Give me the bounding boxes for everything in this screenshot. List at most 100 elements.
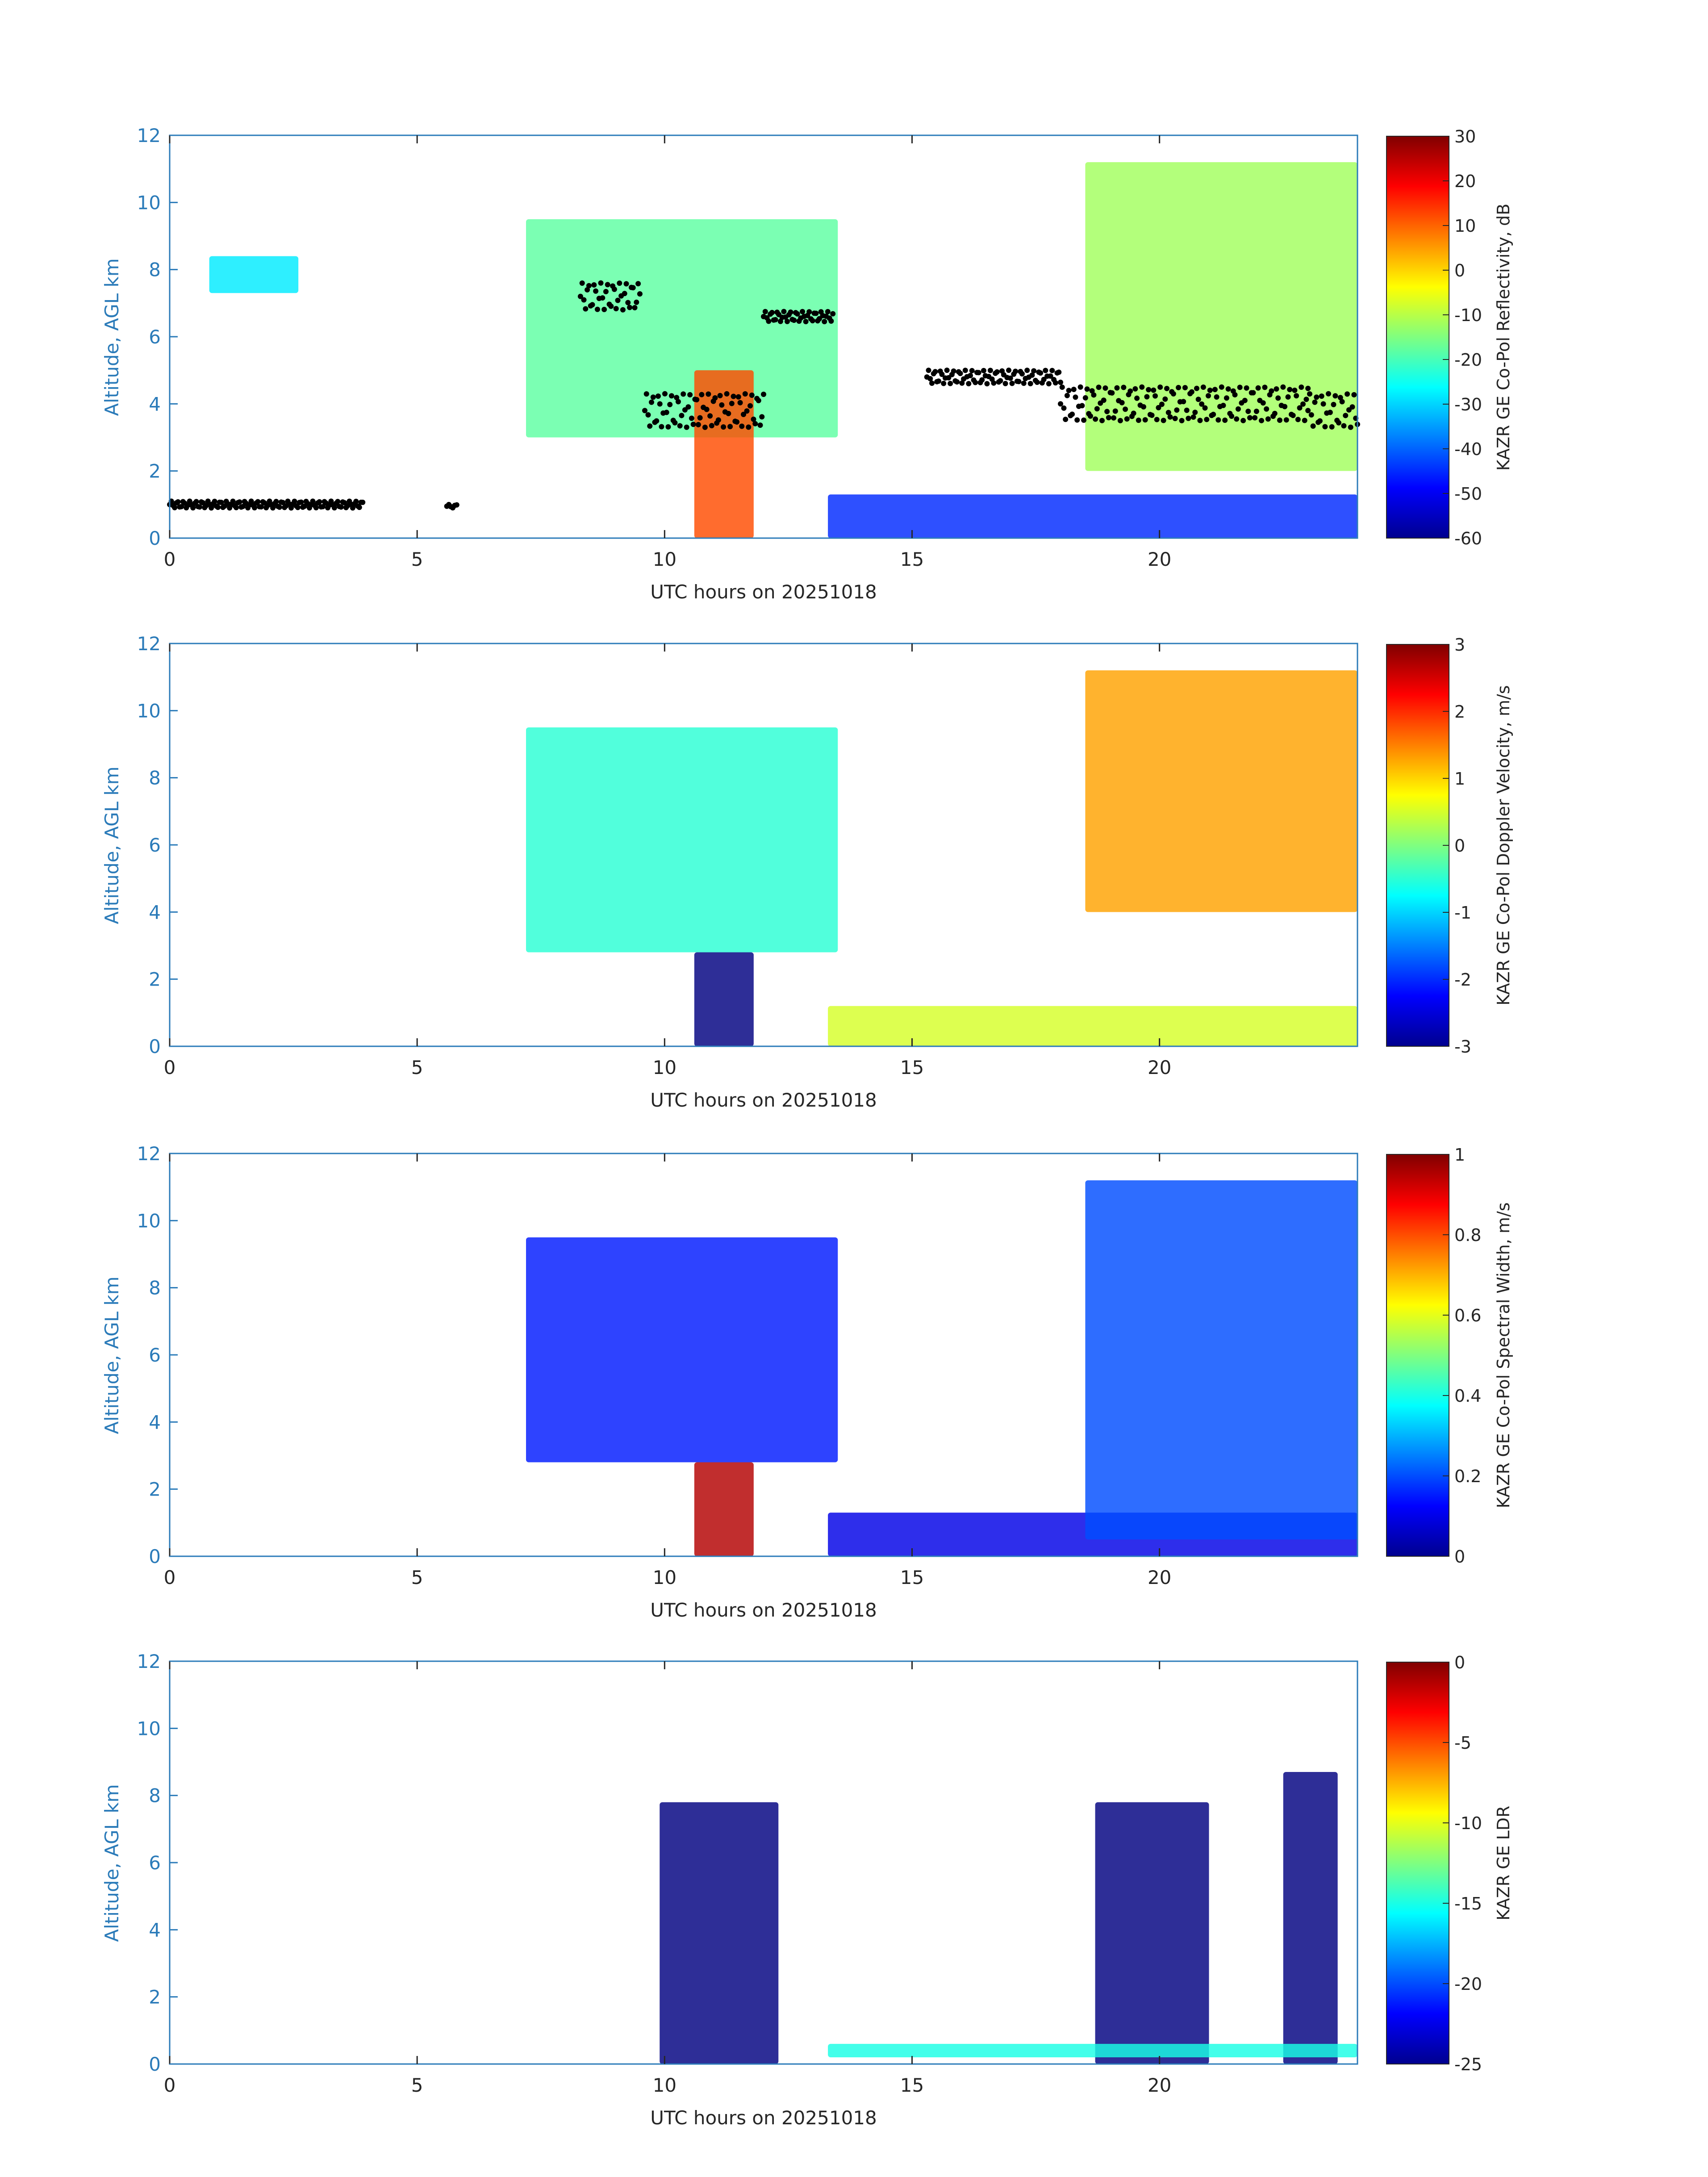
cloud-base-point xyxy=(645,412,651,418)
cloud-base-point xyxy=(1197,418,1203,423)
ldr-field xyxy=(660,1772,1357,2064)
y-tick-label: 10 xyxy=(137,700,161,722)
y-axis-label: Altitude, AGL km xyxy=(101,258,123,416)
cloud-base-point xyxy=(338,504,344,510)
cloud-base-point xyxy=(681,391,686,397)
cloud-base-point xyxy=(948,380,953,386)
cloud-base-point xyxy=(1272,410,1278,416)
x-ticks: 0 5 10 15 20 xyxy=(164,135,1171,570)
cloud-base-point xyxy=(1250,390,1256,396)
y-tick-label: 0 xyxy=(149,1546,161,1567)
cloud-base-point xyxy=(748,403,753,409)
cloud-base-point xyxy=(662,391,668,397)
cloud-base-point xyxy=(1106,415,1111,421)
cloud-base-point xyxy=(1128,388,1133,394)
colorbar-tick-label: -60 xyxy=(1454,529,1482,548)
cloud-base-point xyxy=(1006,368,1012,373)
y-tick-label: 2 xyxy=(149,460,161,482)
cloud-base-point xyxy=(1245,409,1251,414)
colorbar-tick-label: -15 xyxy=(1454,1894,1482,1914)
echo-region xyxy=(660,1802,779,2064)
x-ticks: 0 5 10 15 20 xyxy=(164,643,1171,1078)
cloud-base-point xyxy=(667,401,673,407)
cloud-base-point xyxy=(583,306,589,312)
echo-region xyxy=(1085,162,1357,471)
cloud-base-point xyxy=(675,399,681,405)
cloud-base-point xyxy=(1069,411,1075,417)
cloud-base-point xyxy=(1310,423,1316,429)
cloud-base-point xyxy=(810,318,815,324)
y-ticks: 0 2 4 6 8 10 12 xyxy=(137,633,178,1057)
cloud-base-point xyxy=(1043,368,1048,373)
cloud-base-point xyxy=(175,499,181,505)
cloud-base-point xyxy=(1220,402,1226,408)
y-tick-label: 2 xyxy=(149,969,161,990)
cloud-base-point xyxy=(742,391,748,397)
cloud-base-point xyxy=(608,303,614,309)
cloud-base-point xyxy=(794,311,800,317)
colorbar-tick-label: -5 xyxy=(1454,1733,1471,1753)
colorbar-tick-label: -40 xyxy=(1454,439,1482,459)
cloud-base-point xyxy=(1320,401,1326,407)
cloud-base-point xyxy=(594,306,600,312)
x-axis-label: UTC hours on 20251018 xyxy=(650,1089,877,1111)
cloud-base-point xyxy=(1082,395,1088,401)
cloud-base-point xyxy=(679,413,685,418)
cloud-base-point xyxy=(769,309,775,315)
cloud-base-point xyxy=(1071,387,1077,393)
cloud-base-point xyxy=(190,505,196,511)
x-tick-label: 5 xyxy=(411,2074,423,2096)
colorbar-label: KAZR GE Co-Pol Reflectivity, dB xyxy=(1494,204,1513,471)
cloud-base-point xyxy=(593,288,599,294)
colorbar-label: KAZR GE Co-Pol Doppler Velocity, m/s xyxy=(1494,685,1513,1005)
cloud-base-point xyxy=(1224,395,1229,401)
cloud-base-point xyxy=(218,499,224,505)
cloud-base-point xyxy=(751,416,756,422)
cloud-base-point xyxy=(209,505,214,511)
cloud-base-point xyxy=(1332,393,1338,399)
cloud-base-point xyxy=(1167,414,1173,420)
cloud-base-markers xyxy=(167,280,1360,511)
colorbar-tick-label: -10 xyxy=(1454,305,1482,325)
y-tick-label: 12 xyxy=(137,1143,161,1165)
y-axis-label: Altitude, AGL km xyxy=(101,766,123,924)
cloud-base-point xyxy=(1132,386,1138,392)
cloud-base-point xyxy=(1124,416,1130,422)
cloud-base-point xyxy=(1059,384,1065,390)
x-tick-label: 0 xyxy=(164,548,176,570)
colorbar-ticks: 30 20 10 0 -10 -20 -30 -40 -50 -60 xyxy=(1443,127,1482,548)
cloud-base-point xyxy=(704,406,710,412)
cloud-base-point xyxy=(255,499,261,505)
cloud-base-point xyxy=(707,413,713,419)
panel-ldr: 0 5 10 15 20 0 2 4 6 8 10 12 UTC hours on 20251018… xyxy=(101,1651,1513,2129)
colorbar-ticks: 1 0.8 0.6 0.4 0.2 0 xyxy=(1443,1145,1481,1567)
y-ticks: 0 2 4 6 8 10 12 xyxy=(137,125,178,549)
cloud-base-point xyxy=(954,379,960,385)
cloud-base-point xyxy=(1066,388,1072,393)
cloud-base-point xyxy=(1056,369,1062,375)
x-tick-label: 10 xyxy=(653,1567,677,1588)
cloud-base-point xyxy=(969,368,975,374)
x-tick-label: 20 xyxy=(1148,1567,1171,1588)
cloud-base-point xyxy=(615,297,621,303)
y-tick-label: 2 xyxy=(149,1479,161,1500)
cloud-base-point xyxy=(1200,384,1206,390)
cloud-base-point xyxy=(632,305,638,310)
x-tick-label: 10 xyxy=(653,1057,677,1078)
colorbar-tick-label: 0 xyxy=(1454,1547,1465,1567)
cloud-base-point xyxy=(1212,387,1218,393)
y-tick-label: 4 xyxy=(149,901,161,923)
colorbar-tick-label: -20 xyxy=(1454,1974,1482,1994)
cloud-base-point xyxy=(684,424,689,430)
colorbar-tick-label: 2 xyxy=(1454,702,1465,722)
cloud-base-point xyxy=(273,498,279,504)
y-ticks: 0 2 4 6 8 10 12 xyxy=(137,1143,178,1567)
cloud-base-point xyxy=(944,368,950,373)
cloud-base-point xyxy=(1146,387,1152,393)
y-tick-label: 6 xyxy=(149,834,161,856)
colorbar-ticks: 3 2 1 0 -1 -2 -3 xyxy=(1443,635,1471,1057)
echo-region xyxy=(694,370,754,538)
cloud-base-point xyxy=(731,393,736,399)
colorbar-ticks: 0 -5 -10 -15 -20 -25 xyxy=(1443,1653,1482,2074)
